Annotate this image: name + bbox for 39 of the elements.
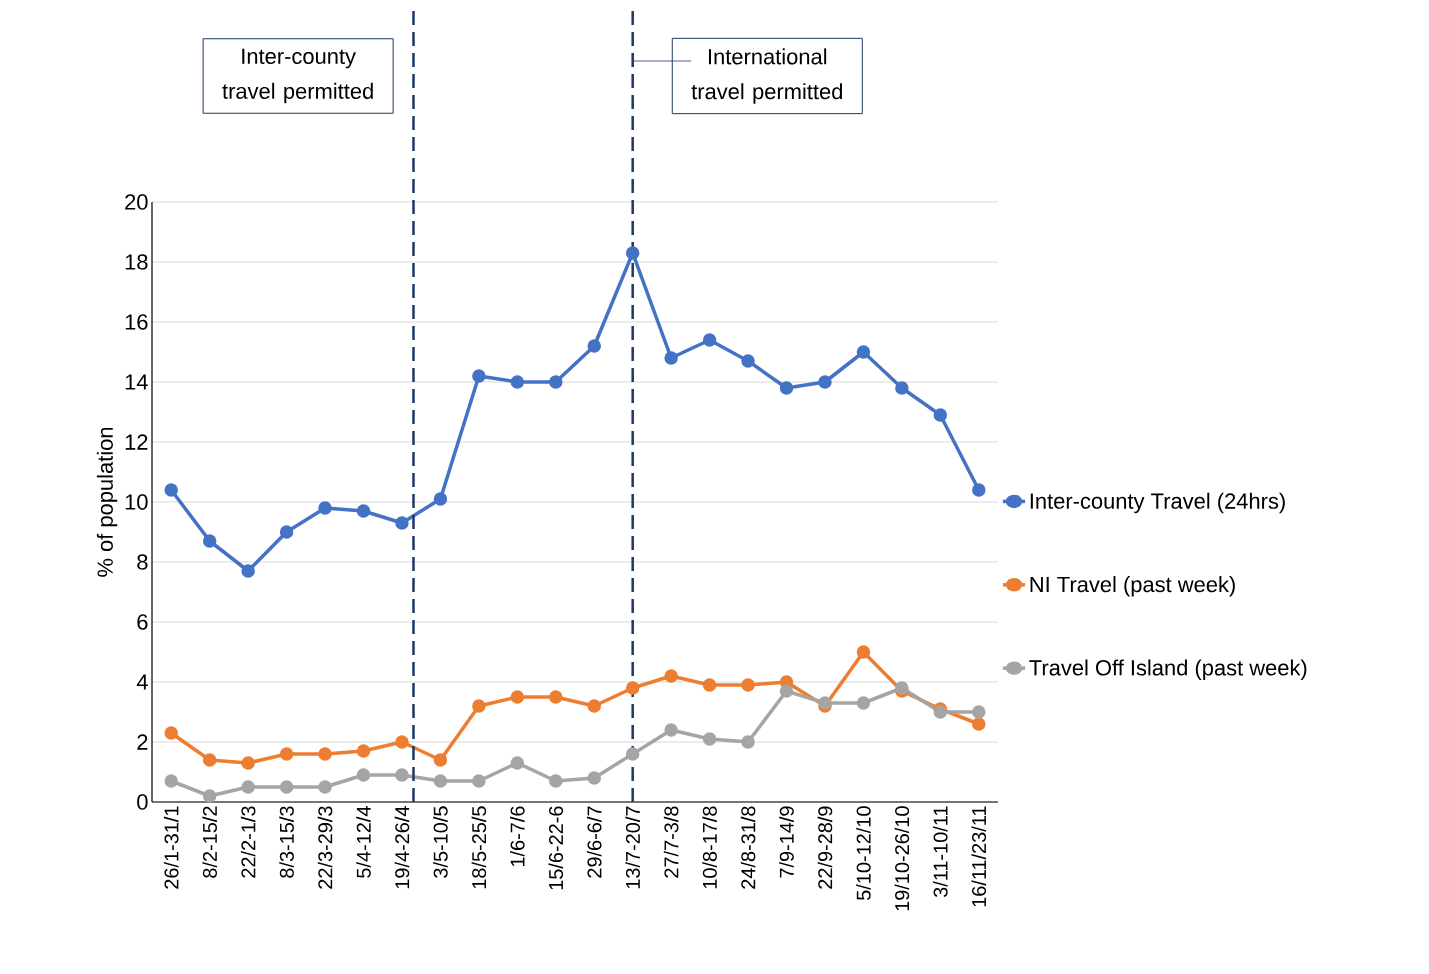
x-tick-label: 18/5-25/5	[471, 806, 487, 889]
x-tick-label: 8/2-15/2	[202, 806, 217, 878]
y-axis-title: % of population	[96, 427, 118, 577]
legend-label: NI Travel (past week)	[1030, 576, 1235, 597]
x-tick-label: 26/1-31/1	[163, 806, 179, 889]
y-tick-label: 10	[125, 494, 148, 510]
x-tick-label: 24/8-31/8	[740, 806, 756, 889]
y-tick-label: 18	[125, 254, 148, 270]
x-tick-label: 22/2-1/3	[240, 806, 256, 878]
y-tick-label: 2	[137, 734, 148, 750]
x-tick-label: 15/6-22-6	[548, 806, 564, 890]
x-tick-label: 1/6-7/6	[510, 806, 525, 867]
x-tick-label: 8/3-15/3	[279, 806, 294, 878]
legend-label: Inter-county Travel (24hrs)	[1030, 492, 1285, 514]
y-tick-label: 16	[125, 314, 148, 330]
y-tick-label: 14	[125, 374, 148, 390]
x-tick-label: 5/4-12/4	[356, 806, 371, 878]
y-tick-label: 0	[137, 794, 148, 810]
x-tick-label: 27/7-3/8	[663, 806, 679, 878]
legend-label: Travel Off Island (past week)	[1029, 659, 1307, 680]
y-tick-label: 20	[125, 194, 148, 210]
x-tick-label: 3/11-10/11	[933, 806, 948, 898]
y-tick-label: 12	[125, 434, 148, 450]
x-tick-label: 3/5-10/5	[433, 806, 448, 878]
x-tick-label: 29/6-6/7	[586, 806, 602, 878]
x-tick-label: 22/9-28/9	[817, 806, 833, 889]
y-tick-label: 8	[137, 554, 148, 570]
x-tick-label: 13/7-20/7	[625, 806, 640, 889]
x-tick-label: 5/10-12/10	[856, 806, 871, 900]
x-tick-label: 16/11/23/11	[971, 806, 987, 907]
ref-line-label: International travel permitted	[691, 48, 842, 104]
x-tick-label: 7/9-14/9	[779, 806, 794, 878]
ref-line-label: Inter-county travel permitted	[222, 48, 373, 104]
x-tick-label: 19/10-26/10	[894, 806, 910, 911]
x-tick-label: 10/8-17/8	[702, 806, 717, 889]
y-tick-label: 6	[137, 614, 148, 630]
y-tick-label: 4	[136, 674, 148, 690]
x-tick-label: 19/4-26/4	[394, 806, 410, 889]
x-tick-label: 22/3-29/3	[317, 806, 333, 889]
